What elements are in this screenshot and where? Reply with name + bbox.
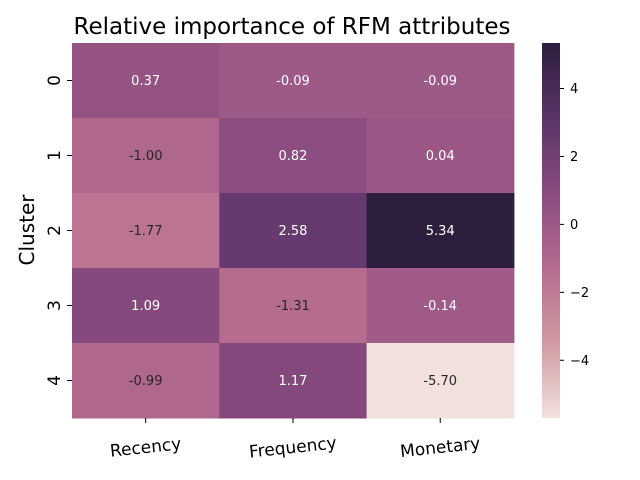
cell-value-label: 0.82	[278, 149, 307, 164]
cell-value-label: 0.04	[426, 149, 455, 164]
colorbar-tick-label: −4	[570, 354, 589, 369]
cell-value-label: 0.37	[131, 74, 160, 89]
heatmap-cell	[366, 43, 515, 119]
heatmap-cell	[219, 118, 368, 194]
heatmap-cells	[72, 43, 515, 419]
y-axis-label: Cluster	[15, 194, 39, 266]
y-tick-label: 4	[45, 375, 65, 386]
cell-value-label: -0.14	[423, 299, 457, 314]
heatmap-cell	[219, 268, 368, 344]
colorbar-ticks: 4 2 0 −2 −4	[560, 82, 589, 369]
cell-value-label: 1.09	[131, 299, 160, 314]
heatmap-cell	[72, 43, 220, 119]
heatmap-cell	[72, 193, 220, 269]
cell-value-label: -1.31	[276, 299, 310, 314]
cell-value-label: -0.09	[423, 74, 457, 89]
y-axis-ticks: 0 1 2 3 4	[45, 75, 72, 386]
heatmap-cell	[366, 268, 515, 344]
cell-value-label: 5.34	[426, 224, 455, 239]
x-tick-label: Monetary	[399, 434, 481, 462]
cell-value-label: -5.70	[423, 374, 457, 389]
colorbar: 4 2 0 −2 −4	[542, 43, 589, 418]
heatmap-cell	[219, 193, 368, 269]
cell-value-label: 1.17	[278, 374, 307, 389]
cell-value-label: -1.77	[129, 224, 163, 239]
heatmap-cell	[72, 118, 220, 194]
colorbar-tick-label: 2	[570, 150, 578, 165]
x-tick-label: Frequency	[248, 433, 337, 462]
x-tick-label: Recency	[109, 434, 182, 461]
y-tick-label: 3	[45, 300, 65, 311]
cell-value-label: -0.99	[129, 374, 163, 389]
heatmap-cell	[219, 343, 368, 419]
x-axis-ticks: Recency Frequency Monetary	[109, 418, 481, 463]
heatmap-cell	[219, 43, 368, 119]
heatmap-cell	[366, 193, 515, 269]
heatmap-cell	[72, 343, 220, 419]
chart-title: Relative importance of RFM attributes	[74, 14, 511, 40]
colorbar-tick-label: 0	[570, 218, 578, 233]
cell-value-label: -1.00	[129, 149, 163, 164]
heatmap-cell-labels: 0.37 -0.09 -0.09 -1.00 0.82 0.04 -1.77 2.58 5.34…	[129, 74, 457, 389]
heatmap-cell	[72, 268, 220, 344]
colorbar-tick-label: −2	[570, 286, 589, 301]
heatmap-cell	[366, 343, 515, 419]
colorbar-gradient	[542, 43, 560, 418]
y-tick-label: 1	[45, 150, 65, 161]
colorbar-tick-label: 4	[570, 82, 578, 97]
cell-value-label: 2.58	[278, 224, 307, 239]
cell-value-label: -0.09	[276, 74, 310, 89]
heatmap-cell	[366, 118, 515, 194]
y-tick-label: 2	[45, 225, 65, 236]
y-tick-label: 0	[45, 75, 65, 86]
